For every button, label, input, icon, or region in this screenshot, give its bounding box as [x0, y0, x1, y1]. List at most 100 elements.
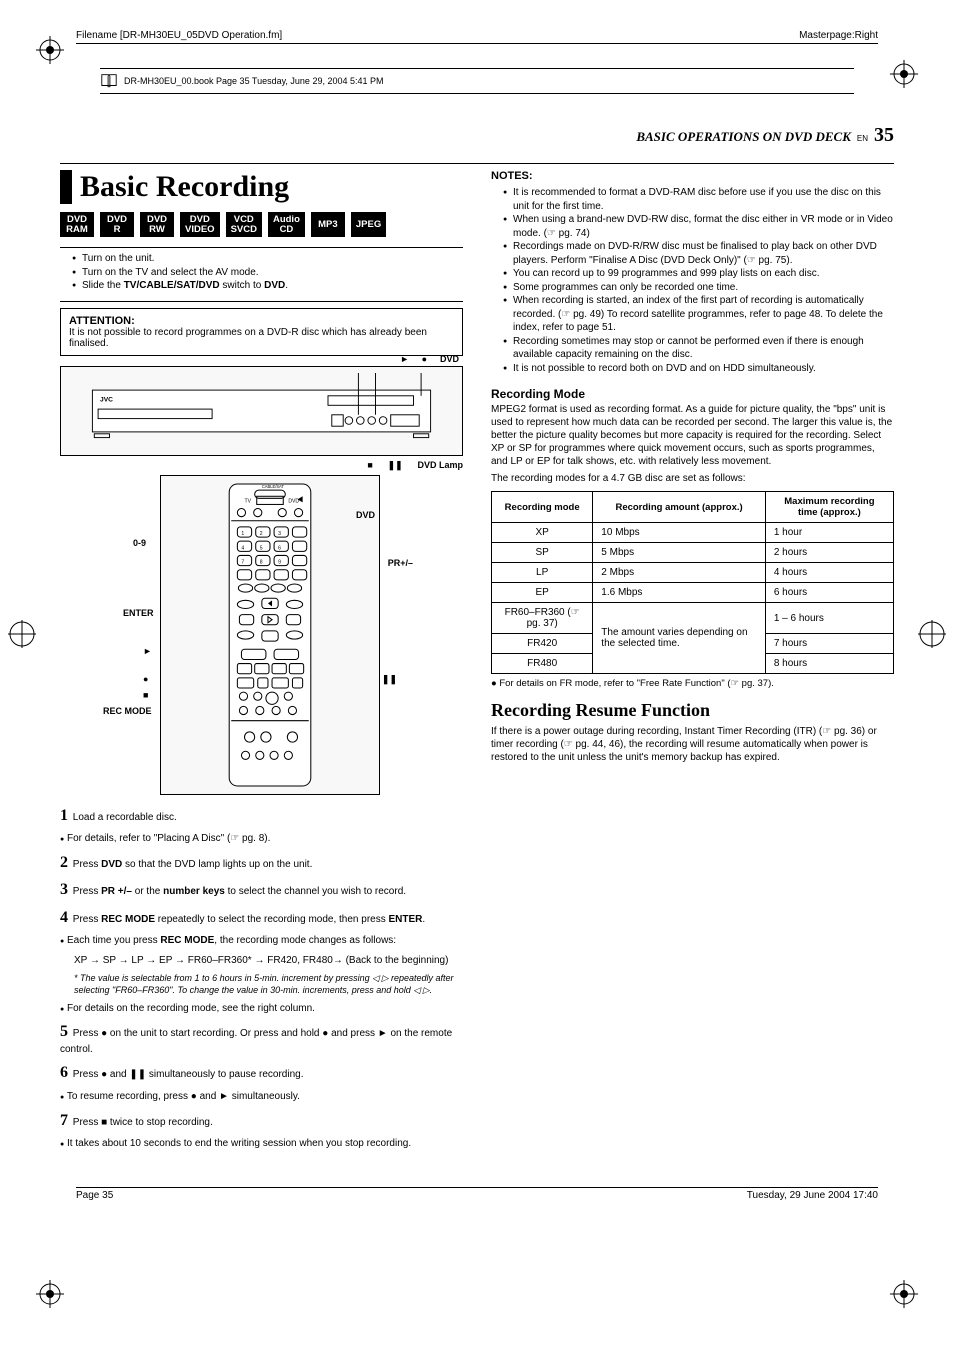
remote-dvd-side-label: DVD: [356, 510, 375, 520]
remote-pause-label: ❚❚: [382, 674, 397, 685]
format-tag: DVDVIDEO: [180, 212, 220, 237]
svg-text:1: 1: [241, 531, 244, 537]
step: 2 Press DVD so that the DVD lamp lights …: [60, 852, 463, 874]
list-item: Recordings made on DVD-R/RW disc must be…: [503, 240, 894, 267]
list-item: It is not possible to record both on DVD…: [503, 362, 894, 376]
bookline: DR-MH30EU_00.book Page 35 Tuesday, June …: [100, 68, 854, 94]
remote-stop-label: ■: [143, 690, 148, 700]
list-item: When recording is started, an index of t…: [503, 294, 894, 335]
svg-text:2: 2: [260, 531, 263, 537]
svg-text:TV: TV: [245, 498, 252, 504]
print-mark-icon: [890, 60, 918, 88]
step: 5 Press ● on the unit to start recording…: [60, 1021, 463, 1056]
device-diagram: JVC: [60, 366, 463, 456]
svg-text:3: 3: [278, 531, 281, 537]
print-mark-icon: [890, 1280, 918, 1308]
table-cell: 1 – 6 hours: [765, 603, 893, 634]
svg-text:CABLE/SAT: CABLE/SAT: [262, 484, 285, 489]
attention-heading: ATTENTION:: [69, 315, 454, 327]
list-item: When using a brand-new DVD-RW disc, form…: [503, 213, 894, 240]
list-item: Slide the TV/CABLE/SAT/DVD switch to DVD…: [72, 279, 463, 293]
step-bullet: ● For details, refer to "Placing A Disc"…: [60, 832, 463, 846]
device-pause-label: ❚❚: [388, 460, 403, 470]
table-cell: 1.6 Mbps: [593, 583, 766, 603]
print-mark-icon: [36, 1280, 64, 1308]
list-item: Some programmes can only be recorded one…: [503, 281, 894, 295]
remote-enter-label: ENTER: [123, 608, 154, 618]
step-bullet: ● Each time you press REC MODE, the reco…: [60, 934, 463, 948]
step-bullet: ● For details on the recording mode, see…: [60, 1002, 463, 1016]
format-tag: DVDRW: [140, 212, 174, 237]
svg-text:9: 9: [278, 559, 281, 565]
step: 1 Load a recordable disc.: [60, 805, 463, 827]
table-cell: 4 hours: [765, 563, 893, 583]
notes-heading: NOTES:: [491, 170, 894, 182]
svg-text:5: 5: [260, 545, 263, 551]
footer: Page 35 Tuesday, 29 June 2004 17:40: [76, 1187, 878, 1201]
table-cell: 2 Mbps: [593, 563, 766, 583]
table-cell: The amount varies depending on the selec…: [593, 603, 766, 674]
page-number: 35: [874, 124, 894, 147]
remote-diagram: CABLE/SAT TV DVD: [160, 475, 380, 795]
format-tags: DVDRAMDVDRDVDRWDVDVIDEOVCDSVCDAudioCDMP3…: [60, 212, 463, 237]
attention-box: ATTENTION: It is not possible to record …: [60, 308, 463, 356]
step-bullet: ● It takes about 10 seconds to end the w…: [60, 1137, 463, 1151]
table-cell: 1 hour: [765, 523, 893, 543]
format-tag: AudioCD: [268, 212, 305, 237]
table-cell: FR60–FR360 (☞ pg. 37): [492, 603, 593, 634]
table-cell: 7 hours: [765, 634, 893, 654]
table-cell: 10 Mbps: [593, 523, 766, 543]
table-row: FR60–FR360 (☞ pg. 37)The amount varies d…: [492, 603, 894, 634]
rec-mode-intro: The recording modes for a 4.7 GB disc ar…: [491, 472, 894, 485]
table-header: Recording amount (approx.): [593, 492, 766, 523]
resume-heading: Recording Resume Function: [491, 700, 894, 721]
section-title: BASIC OPERATIONS ON DVD DECK: [636, 129, 851, 145]
print-mark-icon: [8, 620, 36, 648]
footer-left: Page 35: [76, 1190, 113, 1201]
svg-text:8: 8: [260, 559, 263, 565]
list-item: Turn on the TV and select the AV mode.: [72, 266, 463, 280]
table-row: LP2 Mbps4 hours: [492, 563, 894, 583]
footer-right: Tuesday, 29 June 2004 17:40: [747, 1190, 878, 1201]
step: 3 Press PR +/– or the number keys to sel…: [60, 879, 463, 901]
step: 6 Press ● and ❚❚ simultaneously to pause…: [60, 1062, 463, 1084]
format-tag: JPEG: [351, 212, 386, 237]
remote-pr-label: PR+/–: [388, 558, 413, 568]
table-row: XP10 Mbps1 hour: [492, 523, 894, 543]
table-header: Recording mode: [492, 492, 593, 523]
svg-text:6: 6: [278, 545, 281, 551]
book-icon: [100, 72, 118, 90]
header-bar: Filename [DR-MH30EU_05DVD Operation.fm] …: [76, 30, 878, 44]
step: 7 Press ■ twice to stop recording.: [60, 1110, 463, 1132]
remote-svg: CABLE/SAT TV DVD: [167, 482, 373, 788]
device-rec-label: ●: [422, 354, 427, 364]
table-cell: 8 hours: [765, 654, 893, 674]
rec-mode-heading: Recording Mode: [491, 387, 894, 401]
format-tag: VCDSVCD: [226, 212, 262, 237]
masterpage-label: Masterpage:Right: [799, 30, 878, 41]
list-item: Recording sometimes may stop or cannot b…: [503, 335, 894, 362]
step-bullet: ● To resume recording, press ● and ► sim…: [60, 1090, 463, 1104]
divider: [60, 163, 894, 164]
title-bar-icon: [60, 170, 72, 204]
format-tag: DVDR: [100, 212, 134, 237]
list-item: It is recommended to format a DVD-RAM di…: [503, 186, 894, 213]
table-cell: 6 hours: [765, 583, 893, 603]
step-plain: XP → SP → LP → EP → FR60–FR360* → FR420,…: [74, 954, 463, 968]
svg-text:4: 4: [241, 545, 244, 551]
table-row: SP5 Mbps2 hours: [492, 543, 894, 563]
step: 4 Press REC MODE repeatedly to select th…: [60, 907, 463, 929]
notes-list: It is recommended to format a DVD-RAM di…: [503, 186, 894, 375]
device-stop-label: ■: [367, 460, 372, 470]
left-column: Basic Recording DVDRAMDVDRDVDRWDVDVIDEOV…: [60, 170, 463, 1157]
rec-mode-body: MPEG2 format is used as recording format…: [491, 403, 894, 468]
device-dvd-label: DVD: [440, 354, 459, 364]
table-cell: FR480: [492, 654, 593, 674]
steps: 1 Load a recordable disc. ● For details, …: [60, 805, 463, 1151]
page-title: Basic Recording: [60, 170, 463, 204]
bookline-text: DR-MH30EU_00.book Page 35 Tuesday, June …: [124, 76, 384, 86]
print-mark-icon: [36, 36, 64, 64]
list-item: You can record up to 99 programmes and 9…: [503, 267, 894, 281]
device-lamp-label: DVD Lamp: [417, 460, 463, 470]
attention-body: It is not possible to record programmes …: [69, 327, 454, 349]
